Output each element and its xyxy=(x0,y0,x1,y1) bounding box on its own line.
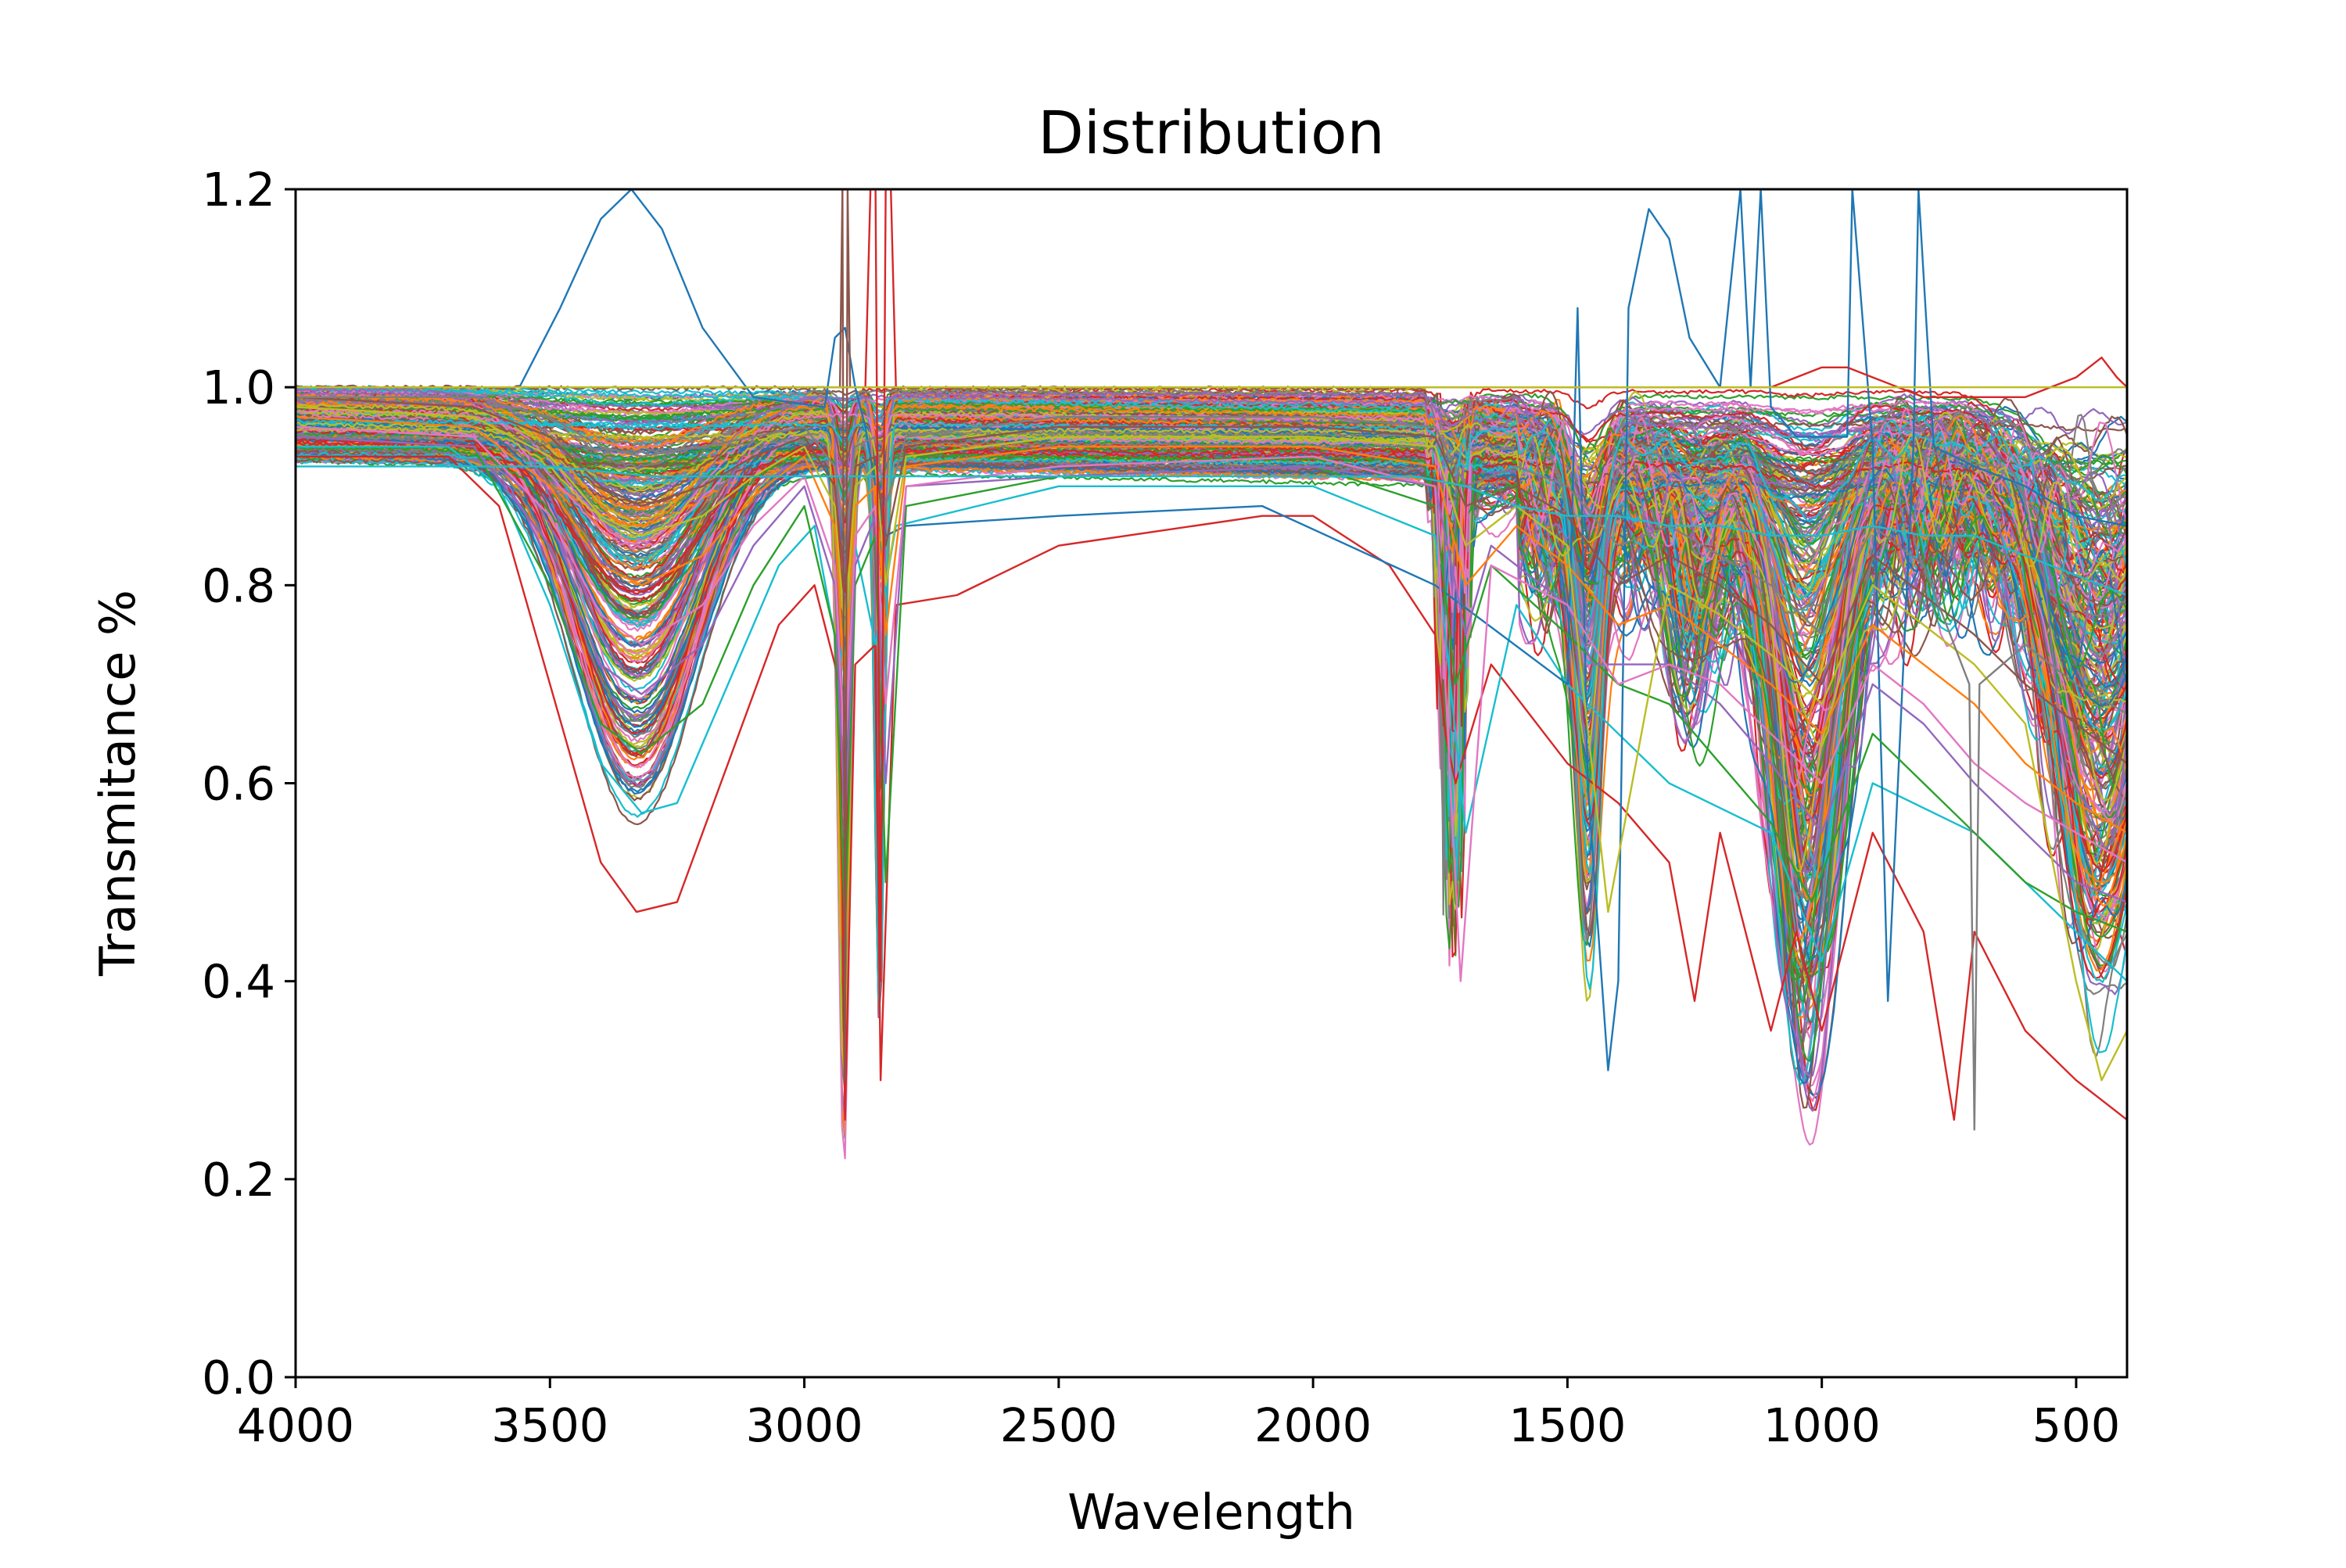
y-tick-label: 0.0 xyxy=(202,1351,275,1405)
x-tick-label: 3000 xyxy=(745,1398,863,1452)
x-tick-label: 2500 xyxy=(1000,1398,1117,1452)
series-line xyxy=(296,189,2127,1071)
spectrum-line xyxy=(296,454,2127,1008)
spectrum-line xyxy=(296,393,2127,966)
series-line xyxy=(296,406,2127,1082)
series-line xyxy=(296,465,2127,597)
series-line xyxy=(296,425,2127,982)
y-tick-label: 0.6 xyxy=(202,757,275,811)
x-tick-label: 1000 xyxy=(1763,1398,1881,1452)
series-line xyxy=(296,396,2127,1131)
y-tick-label: 0.2 xyxy=(202,1153,275,1207)
x-axis-label: Wavelength xyxy=(1067,1484,1355,1541)
spectrum-line xyxy=(296,454,2127,798)
chart-title: Distribution xyxy=(1038,98,1384,167)
spectrum-line xyxy=(296,405,2127,768)
spectrum-line xyxy=(296,440,2127,887)
series-lines xyxy=(296,189,2127,1131)
spectrum-line xyxy=(296,429,2127,664)
series-line xyxy=(296,436,2127,903)
x-axis: 4000 3500 3000 2500 2000 1500 1000 500 xyxy=(237,1377,2120,1452)
y-tick-label: 0.4 xyxy=(202,955,275,1009)
spectrum-line xyxy=(296,427,2127,975)
spectrum-line xyxy=(296,446,2127,994)
y-tick-label: 1.0 xyxy=(202,361,275,414)
spectrum-line xyxy=(296,396,2127,1095)
spectrum-line xyxy=(296,451,2127,983)
spectrum-line xyxy=(296,409,2127,957)
x-tick-label: 4000 xyxy=(237,1398,354,1452)
y-axis-label: Transmitance % xyxy=(89,590,146,977)
y-axis: 0.0 0.2 0.4 0.6 0.8 1.0 1.2 xyxy=(202,163,296,1405)
y-tick-label: 0.8 xyxy=(202,558,275,612)
spectrum-line xyxy=(296,392,2127,779)
x-tick-label: 3500 xyxy=(491,1398,608,1452)
x-tick-label: 2000 xyxy=(1254,1398,1372,1452)
series-line xyxy=(296,415,2127,834)
spectrum-line xyxy=(296,447,2127,1078)
spectrum-line xyxy=(296,434,2127,1011)
x-tick-label: 1500 xyxy=(1508,1398,1626,1452)
spectrum-line xyxy=(296,394,2127,906)
y-tick-label: 1.2 xyxy=(202,163,275,217)
series-line xyxy=(296,396,2127,765)
series-line xyxy=(296,455,2127,1121)
spectrum-line xyxy=(296,426,2127,1081)
spectrum-line xyxy=(296,418,2127,1000)
spectrum-line xyxy=(296,427,2127,873)
spectrum-line xyxy=(296,450,2127,979)
spectrum-line xyxy=(296,417,2127,895)
spectrum-line xyxy=(296,390,2127,874)
x-tick-label: 500 xyxy=(2032,1398,2121,1452)
